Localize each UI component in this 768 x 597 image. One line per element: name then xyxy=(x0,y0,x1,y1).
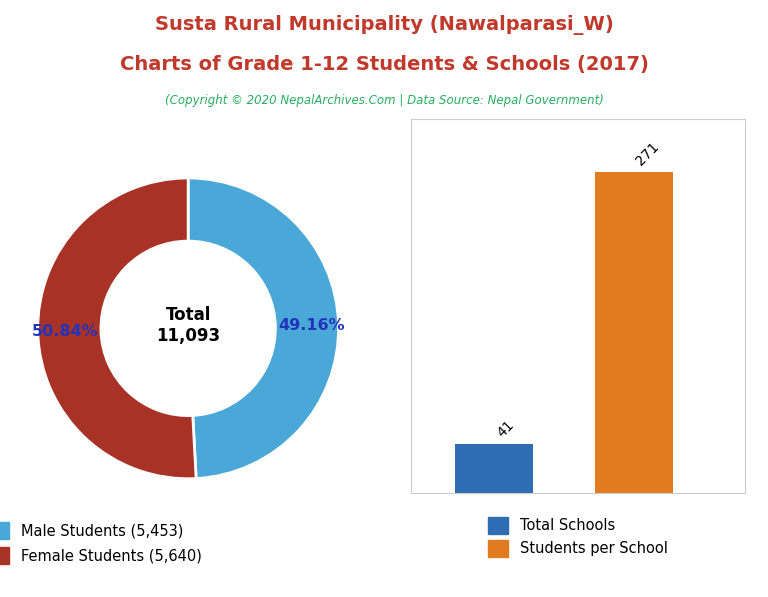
Legend: Male Students (5,453), Female Students (5,640): Male Students (5,453), Female Students (… xyxy=(0,519,205,567)
Wedge shape xyxy=(38,178,196,479)
Text: Susta Rural Municipality (Nawalparasi_W): Susta Rural Municipality (Nawalparasi_W) xyxy=(154,15,614,35)
Bar xyxy=(455,444,533,493)
Text: 50.84%: 50.84% xyxy=(31,324,98,339)
Bar xyxy=(594,171,673,493)
Text: Total
11,093: Total 11,093 xyxy=(156,306,220,344)
Legend: Total Schools, Students per School: Total Schools, Students per School xyxy=(485,514,670,560)
Text: Charts of Grade 1-12 Students & Schools (2017): Charts of Grade 1-12 Students & Schools … xyxy=(120,55,648,74)
Wedge shape xyxy=(188,178,339,479)
Text: 49.16%: 49.16% xyxy=(278,318,345,333)
Text: (Copyright © 2020 NepalArchives.Com | Data Source: Nepal Government): (Copyright © 2020 NepalArchives.Com | Da… xyxy=(164,94,604,107)
Text: 271: 271 xyxy=(634,140,662,168)
Text: 41: 41 xyxy=(495,418,517,441)
